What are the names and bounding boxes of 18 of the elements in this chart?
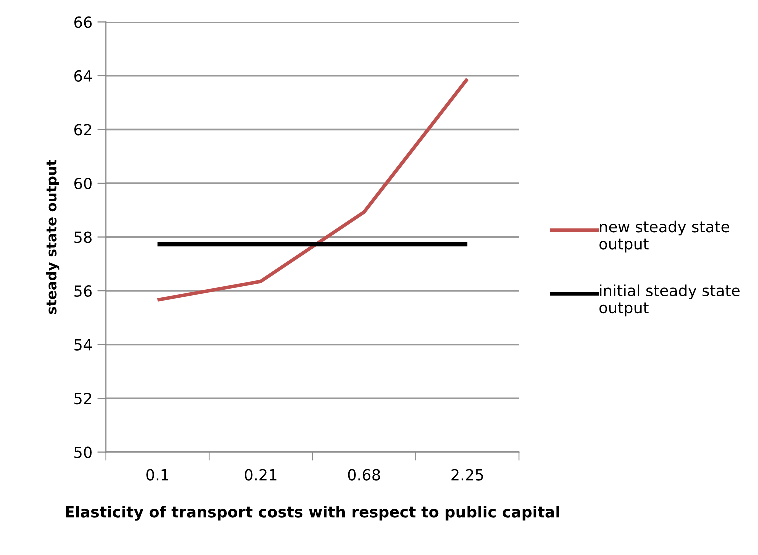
x-tick-label: 0.1 xyxy=(146,469,168,481)
y-tick-label: 64 xyxy=(74,70,92,82)
x-tick-label: 2.25 xyxy=(452,469,484,481)
x-axis-title: Elasticity of transport costs with respect to public capital xyxy=(66,506,560,521)
x-tick-label: 0.68 xyxy=(348,469,380,481)
y-tick-label: 50 xyxy=(74,446,92,458)
y-axis-title: steady state output xyxy=(46,160,60,314)
y-tick-label: 66 xyxy=(74,16,92,28)
line-series xyxy=(156,77,470,302)
x-tick-label: 0.21 xyxy=(245,469,277,481)
y-tick-label: 60 xyxy=(74,178,92,190)
y-tick-label: 52 xyxy=(74,393,92,405)
y-tick-label: 58 xyxy=(74,232,92,244)
legend-label: initial steady state output xyxy=(600,284,740,317)
y-tick-label: 54 xyxy=(74,339,92,351)
y-tick-label: 56 xyxy=(74,285,92,298)
legend-label: new steady state output xyxy=(600,220,730,253)
y-tick-label: 62 xyxy=(74,124,92,136)
